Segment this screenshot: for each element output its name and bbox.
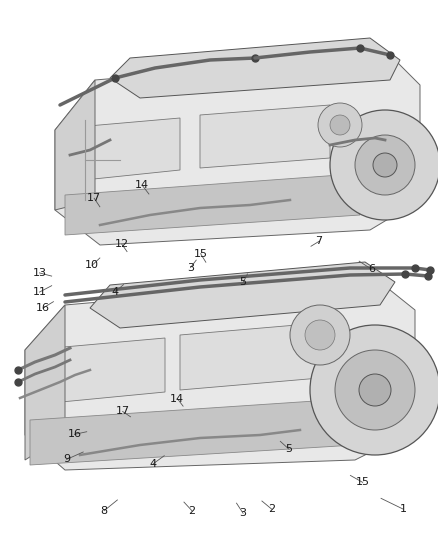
Polygon shape bbox=[30, 338, 165, 405]
Text: 1: 1 bbox=[399, 504, 406, 514]
Text: 15: 15 bbox=[356, 478, 370, 487]
Polygon shape bbox=[110, 38, 400, 98]
Text: 12: 12 bbox=[115, 239, 129, 249]
Text: 2: 2 bbox=[188, 506, 195, 515]
Text: 17: 17 bbox=[116, 407, 130, 416]
Text: 14: 14 bbox=[170, 394, 184, 403]
Polygon shape bbox=[30, 400, 355, 465]
Text: 5: 5 bbox=[286, 445, 293, 454]
Text: 7: 7 bbox=[315, 237, 322, 246]
Text: 4: 4 bbox=[150, 459, 157, 469]
Text: 4: 4 bbox=[111, 287, 118, 297]
Text: 5: 5 bbox=[240, 278, 247, 287]
Text: 13: 13 bbox=[32, 268, 46, 278]
Circle shape bbox=[330, 110, 438, 220]
Circle shape bbox=[290, 305, 350, 365]
Polygon shape bbox=[180, 323, 320, 390]
Polygon shape bbox=[25, 278, 415, 470]
Circle shape bbox=[373, 153, 397, 177]
Circle shape bbox=[330, 115, 350, 135]
Text: 10: 10 bbox=[85, 261, 99, 270]
Text: 17: 17 bbox=[87, 193, 101, 203]
Polygon shape bbox=[25, 305, 65, 460]
Circle shape bbox=[359, 374, 391, 406]
Circle shape bbox=[335, 350, 415, 430]
Circle shape bbox=[318, 103, 362, 147]
Text: 3: 3 bbox=[240, 508, 247, 518]
Circle shape bbox=[355, 135, 415, 195]
Text: 14: 14 bbox=[135, 181, 149, 190]
Polygon shape bbox=[55, 55, 420, 245]
Text: 16: 16 bbox=[36, 303, 50, 313]
Polygon shape bbox=[90, 262, 395, 328]
Text: 11: 11 bbox=[32, 287, 46, 297]
Text: 6: 6 bbox=[368, 264, 375, 274]
Circle shape bbox=[305, 320, 335, 350]
Polygon shape bbox=[65, 175, 360, 235]
Circle shape bbox=[310, 325, 438, 455]
Text: 9: 9 bbox=[63, 455, 70, 464]
Polygon shape bbox=[200, 105, 330, 168]
Text: 3: 3 bbox=[187, 263, 194, 272]
Polygon shape bbox=[65, 118, 180, 182]
Text: 16: 16 bbox=[67, 430, 81, 439]
Text: 2: 2 bbox=[268, 504, 275, 514]
Polygon shape bbox=[55, 80, 95, 210]
Text: 15: 15 bbox=[194, 249, 208, 259]
Text: 8: 8 bbox=[101, 506, 108, 515]
